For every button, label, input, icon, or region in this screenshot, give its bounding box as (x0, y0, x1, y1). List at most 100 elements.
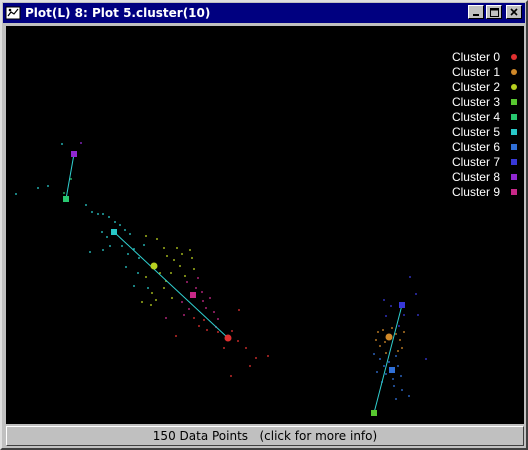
data-point (384, 341, 386, 343)
data-point (202, 300, 204, 302)
data-point (91, 211, 93, 213)
data-point (97, 213, 99, 215)
legend-label: Cluster 2 (452, 80, 500, 94)
data-point (267, 355, 269, 357)
data-point (150, 304, 152, 306)
data-point (425, 358, 427, 360)
data-point (85, 204, 87, 206)
data-point (388, 361, 390, 363)
data-point (249, 365, 251, 367)
data-point (238, 309, 240, 311)
legend-marker (511, 144, 517, 150)
data-point (102, 213, 104, 215)
data-point (141, 301, 143, 303)
data-point (119, 224, 121, 226)
data-point (379, 345, 381, 347)
data-point (175, 335, 177, 337)
data-point (114, 221, 116, 223)
legend-marker (511, 129, 517, 135)
centroid-connector (373, 304, 403, 414)
data-point (375, 339, 377, 341)
data-point (379, 358, 381, 360)
data-point (129, 233, 131, 235)
data-point (195, 287, 197, 289)
data-point (171, 297, 173, 299)
data-point (391, 327, 393, 329)
data-point (237, 340, 239, 342)
data-point (170, 272, 172, 274)
data-point (163, 287, 165, 289)
close-icon (510, 8, 518, 16)
data-point (183, 314, 185, 316)
data-point (108, 216, 110, 218)
legend-marker (511, 99, 517, 105)
data-point (159, 272, 161, 274)
data-point (383, 365, 385, 367)
legend-label: Cluster 5 (452, 125, 500, 139)
data-point (385, 373, 387, 375)
centroid-connector (113, 231, 229, 339)
data-point (173, 259, 175, 261)
data-point (186, 281, 188, 283)
data-point (61, 143, 63, 145)
data-point (403, 331, 405, 333)
data-point (385, 352, 387, 354)
legend-label: Cluster 1 (452, 65, 500, 79)
data-point (198, 325, 200, 327)
title-bar[interactable]: Plot(L) 8: Plot 5.cluster(10) (3, 3, 525, 23)
data-point (37, 187, 39, 189)
data-point (47, 185, 49, 187)
app-icon[interactable] (5, 5, 21, 21)
minimize-button[interactable] (468, 5, 484, 19)
data-point (156, 238, 158, 240)
data-point (89, 251, 91, 253)
maximize-button[interactable] (486, 5, 502, 19)
window-title: Plot(L) 8: Plot 5.cluster(10) (25, 6, 211, 20)
centroid-connector (65, 153, 75, 200)
data-point (155, 299, 157, 301)
close-button[interactable] (506, 5, 522, 19)
data-point (417, 314, 419, 316)
data-point (398, 325, 400, 327)
data-point (151, 292, 153, 294)
legend-marker (511, 174, 517, 180)
data-point (166, 255, 168, 257)
plot-area[interactable]: Cluster 0 Cluster 1 Cluster 2 Cluster 3 Clus… (6, 26, 524, 424)
legend-label: Cluster 4 (452, 110, 500, 124)
legend-label: Cluster 8 (452, 170, 500, 184)
data-point (121, 245, 123, 247)
centroid-cluster-3 (371, 410, 377, 416)
data-point (409, 276, 411, 278)
data-point (245, 347, 247, 349)
data-point (217, 318, 219, 320)
data-point (223, 347, 225, 349)
centroid-cluster-1 (385, 333, 393, 341)
data-point (101, 231, 103, 233)
data-point (176, 247, 178, 249)
legend-label: Cluster 0 (452, 50, 500, 64)
data-point (124, 229, 126, 231)
minimize-icon (473, 14, 479, 16)
data-point (373, 353, 375, 355)
data-point (203, 319, 205, 321)
data-point (395, 333, 397, 335)
legend-marker (511, 69, 517, 75)
data-point (390, 305, 392, 307)
data-point (401, 347, 403, 349)
data-point (70, 178, 72, 180)
legend-label: Cluster 9 (452, 185, 500, 199)
data-point (395, 398, 397, 400)
centroid-cluster-6 (389, 367, 395, 373)
legend-label: Cluster 7 (452, 155, 500, 169)
status-button[interactable]: 150 Data Points (click for more info) (6, 426, 524, 446)
data-point (255, 357, 257, 359)
data-point (181, 253, 183, 255)
legend-marker (511, 189, 517, 195)
legend-marker (511, 159, 517, 165)
data-point (383, 299, 385, 301)
legend-marker (511, 84, 517, 90)
centroid-cluster-7 (399, 302, 405, 308)
status-text: 150 Data Points (click for more info) (152, 429, 378, 443)
